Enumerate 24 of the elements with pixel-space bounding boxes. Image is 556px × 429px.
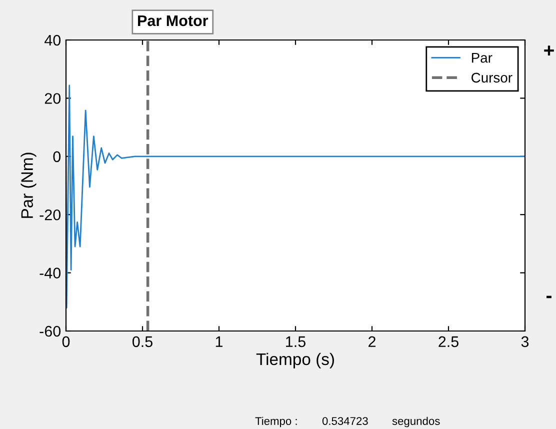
text: 0.534723	[322, 417, 368, 425]
x-tick-label: 2	[368, 336, 376, 347]
y-tick-label: 40	[44, 34, 61, 46]
line-series	[66, 84, 525, 308]
text: +	[544, 46, 554, 56]
text: Tiempo :	[255, 416, 297, 428]
y-tick-label: 20	[44, 93, 61, 104]
x-tick-label: 3	[521, 336, 529, 348]
text: segundos	[392, 416, 440, 428]
y-tick-label: -40	[40, 268, 61, 278]
chart-title: Par Motor	[138, 15, 208, 26]
legend-label: Par	[472, 53, 492, 63]
x-tick-label: 0.5	[132, 336, 152, 348]
x-tick-label: 0	[62, 336, 70, 348]
x-tick-label: 1	[216, 336, 223, 347]
legend-label: Cursor	[472, 72, 512, 83]
y-tick-label: -60	[40, 326, 61, 337]
text: -	[546, 296, 552, 298]
y-tick-label: 0	[53, 151, 61, 162]
x-tick-label: 1.5	[286, 336, 306, 348]
x-axis-title: Tiempo (s)	[256, 352, 334, 368]
y-tick-label: -20	[40, 209, 61, 220]
x-tick-label: 2.5	[438, 336, 458, 348]
y-axis-title: Par (Nm)	[20, 152, 36, 218]
